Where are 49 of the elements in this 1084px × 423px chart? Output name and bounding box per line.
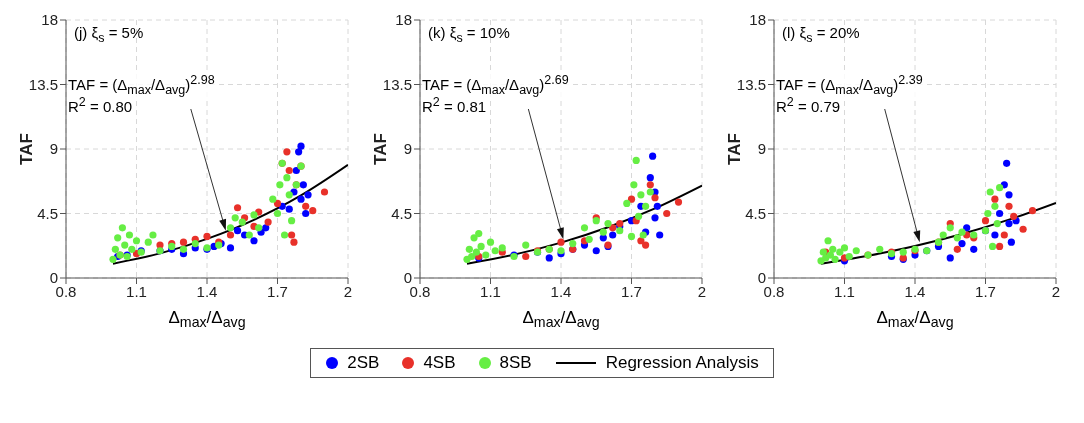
- x-tick-label: 1.4: [196, 282, 218, 300]
- x-tick-label: 1.7: [267, 282, 288, 300]
- x-tick-label: 1.7: [975, 282, 996, 300]
- y-tick-label: 18: [395, 11, 412, 29]
- annotation: TAF = (Δ$_{max}$/Δ$_{avg}$)$^{2.39}$: [776, 72, 923, 97]
- legend-label: 2SB: [347, 353, 380, 373]
- annotation: R$^{2}$ = 0.80: [68, 94, 133, 115]
- y-tick-label: 9: [403, 140, 412, 158]
- y-tick-label: 4.5: [745, 204, 766, 222]
- y-tick-label: 13.5: [382, 75, 412, 93]
- x-tick-label: 1.1: [480, 282, 501, 300]
- chart-title: (j) ξ$_{s}$ = 5%: [74, 24, 144, 45]
- x-axis-title: Δ$_{max}$/Δ$_{avg}$: [521, 308, 601, 333]
- x-tick-label: 0.8: [763, 282, 785, 300]
- legend-label: 8SB: [499, 353, 532, 373]
- y-axis-title: TAF: [17, 133, 37, 165]
- y-axis-title: TAF: [725, 133, 745, 165]
- y-tick-label: 4.5: [391, 204, 412, 222]
- x-tick-label: 1.1: [126, 282, 147, 300]
- x-tick-label: 0.8: [409, 282, 431, 300]
- y-tick-label: 9: [757, 140, 766, 158]
- y-tick-label: 0: [49, 269, 58, 287]
- x-tick-label: 1.1: [834, 282, 855, 300]
- x-tick-label: 0.8: [55, 282, 77, 300]
- chart-title: (k) ξ$_{s}$ = 10%: [428, 24, 510, 45]
- y-tick-label: 4.5: [37, 204, 58, 222]
- x-tick-label: 1.4: [904, 282, 926, 300]
- y-tick-label: 13.5: [736, 75, 766, 93]
- x-tick-label: 2: [343, 282, 353, 300]
- y-tick-label: 9: [49, 140, 58, 158]
- y-tick-label: 18: [749, 11, 766, 29]
- y-tick-label: 0: [757, 269, 766, 287]
- x-tick-label: 2: [1051, 282, 1061, 300]
- x-tick-label: 1.7: [621, 282, 642, 300]
- chart-title: (l) ξ$_{s}$ = 20%: [782, 24, 860, 45]
- annotation: R$^{2}$ = 0.81: [422, 94, 487, 115]
- x-axis-title: Δ$_{max}$/Δ$_{avg}$: [167, 308, 247, 333]
- y-tick-label: 18: [41, 11, 58, 29]
- legend-label: Regression Analysis: [605, 353, 759, 373]
- annotation: R$^{2}$ = 0.79: [776, 94, 841, 115]
- x-tick-label: 2: [697, 282, 707, 300]
- annotation: TAF = (Δ$_{max}$/Δ$_{avg}$)$^{2.69}$: [422, 72, 569, 97]
- annotation: TAF = (Δ$_{max}$/Δ$_{avg}$)$^{2.98}$: [68, 72, 215, 97]
- y-tick-label: 0: [403, 269, 412, 287]
- x-tick-label: 1.4: [550, 282, 572, 300]
- legend-label: 4SB: [423, 353, 456, 373]
- y-tick-label: 13.5: [28, 75, 58, 93]
- y-axis-title: TAF: [371, 133, 391, 165]
- x-axis-title: Δ$_{max}$/Δ$_{avg}$: [875, 308, 955, 333]
